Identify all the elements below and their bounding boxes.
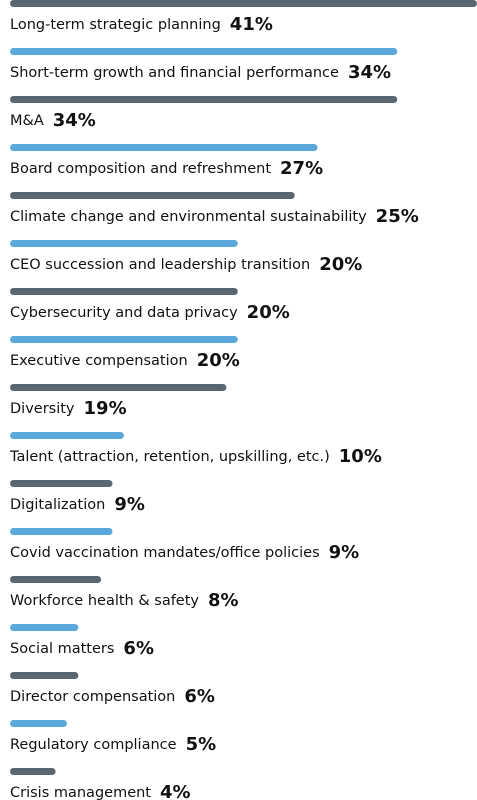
category-label: Director compensation <box>10 689 175 705</box>
bar-label: Social matters 6% <box>10 638 154 659</box>
bar-label: Director compensation 6% <box>10 686 215 707</box>
bar <box>10 624 79 631</box>
bar-label: Crisis management 4% <box>10 782 191 800</box>
bar <box>10 48 398 55</box>
category-label: Digitalization <box>10 497 105 513</box>
bar <box>10 144 318 151</box>
value-label: 25% <box>376 206 419 227</box>
value-label: 9% <box>114 494 145 515</box>
bar <box>10 576 102 583</box>
bar-label: Digitalization 9% <box>10 494 145 515</box>
bar-label: Short-term growth and financial performa… <box>10 62 391 83</box>
value-label: 34% <box>53 110 96 131</box>
value-label: 10% <box>339 446 382 467</box>
bar <box>10 528 113 535</box>
value-label: 8% <box>208 590 239 611</box>
bar <box>10 240 238 247</box>
category-label: M&A <box>10 113 44 129</box>
bar-label: Climate change and environmental sustain… <box>10 206 419 227</box>
category-label: Cybersecurity and data privacy <box>10 305 238 321</box>
bar <box>10 480 113 487</box>
bar <box>10 768 56 775</box>
bar <box>10 96 398 103</box>
value-label: 4% <box>160 782 191 800</box>
bar-label: Covid vaccination mandates/office polici… <box>10 542 359 563</box>
value-label: 5% <box>186 734 217 755</box>
value-label: 6% <box>184 686 215 707</box>
category-label: Long-term strategic planning <box>10 17 221 33</box>
category-label: CEO succession and leadership transition <box>10 257 310 273</box>
bar-label: Workforce health & safety 8% <box>10 590 239 611</box>
bar <box>10 432 124 439</box>
bar-label: Long-term strategic planning 41% <box>10 14 273 35</box>
bar-label: Cybersecurity and data privacy 20% <box>10 302 290 323</box>
bar <box>10 384 227 391</box>
value-label: 6% <box>123 638 154 659</box>
category-label: Executive compensation <box>10 353 188 369</box>
bar-label: Regulatory compliance 5% <box>10 734 216 755</box>
value-label: 20% <box>197 350 240 371</box>
category-label: Talent (attraction, retention, upskillin… <box>9 449 330 465</box>
bar-label: M&A 34% <box>10 110 96 131</box>
bar <box>10 672 79 679</box>
bar <box>10 0 477 7</box>
value-label: 27% <box>280 158 323 179</box>
value-label: 9% <box>329 542 360 563</box>
category-label: Diversity <box>10 401 75 417</box>
bar-label: Executive compensation 20% <box>10 350 240 371</box>
value-label: 20% <box>247 302 290 323</box>
category-label: Board composition and refreshment <box>10 161 271 177</box>
bar-label: Diversity 19% <box>10 398 127 419</box>
value-label: 34% <box>348 62 391 83</box>
category-label: Short-term growth and financial performa… <box>10 65 339 81</box>
value-label: 41% <box>230 14 273 35</box>
bar <box>10 288 238 295</box>
category-label: Crisis management <box>10 785 151 800</box>
bar-label: Board composition and refreshment 27% <box>10 158 323 179</box>
category-label: Covid vaccination mandates/office polici… <box>10 545 320 561</box>
category-label: Climate change and environmental sustain… <box>10 209 367 225</box>
bar <box>10 336 238 343</box>
bar <box>10 192 295 199</box>
value-label: 20% <box>319 254 362 275</box>
bar-label: Talent (attraction, retention, upskillin… <box>9 446 382 467</box>
value-label: 19% <box>84 398 127 419</box>
category-label: Regulatory compliance <box>10 737 177 753</box>
category-label: Social matters <box>10 641 114 657</box>
bar <box>10 720 67 727</box>
category-label: Workforce health & safety <box>10 593 199 609</box>
bar-label: CEO succession and leadership transition… <box>10 254 362 275</box>
